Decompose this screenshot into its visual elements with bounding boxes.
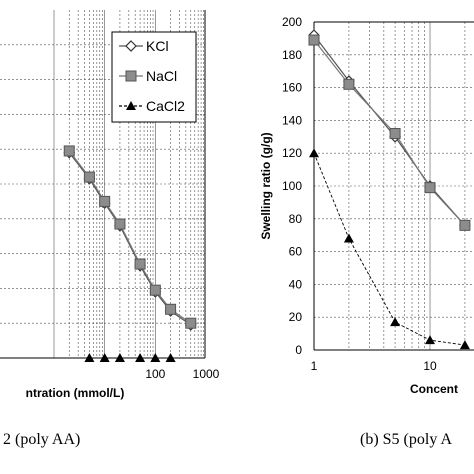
- point-NaCl-3: [424, 182, 436, 194]
- point-NaCl-2: [99, 195, 111, 207]
- series-NaCl: [308, 34, 471, 231]
- point-CaCl2-3: [425, 335, 435, 345]
- point-NaCl-3: [114, 218, 126, 230]
- series-line-CaCl2: [313, 153, 465, 346]
- x-tick-label-a: 1000: [193, 367, 220, 381]
- x-tick-label-a: 100: [145, 367, 165, 381]
- series-line-KCl: [313, 34, 466, 226]
- point-NaCl-7: [185, 317, 197, 329]
- point-NaCl-2: [389, 128, 401, 140]
- point-CaCl2-5: [165, 353, 176, 362]
- point-NaCl-5: [149, 284, 161, 296]
- panel-a-chart: 100 1000 ntration (mmol/L) 2 (poly AA) KCl Na…: [0, 10, 220, 448]
- legend-marker-CaCl2: [126, 101, 136, 110]
- legend-label-NaCl: NaCl: [146, 68, 177, 84]
- y-tick-label-b: 100: [282, 179, 302, 193]
- y-tick-label-b: 0: [295, 343, 302, 357]
- point-CaCl2-4: [150, 353, 161, 362]
- series-CaCl2: [309, 148, 470, 350]
- series-NaCl: [63, 145, 197, 329]
- point-CaCl2-0: [84, 353, 95, 362]
- legend-marker-NaCl: [125, 70, 137, 82]
- y-tick-label-b: 200: [282, 15, 302, 29]
- panel-b-chart: 0 20 40 60 80 100 120 140 160 180 200 1 10 Swelling r…: [259, 15, 474, 448]
- point-CaCl2-1: [343, 233, 354, 243]
- y-tick-label-b: 60: [289, 245, 303, 259]
- y-tick-label-b: 40: [289, 277, 303, 291]
- y-tick-label-b: 160: [282, 81, 302, 95]
- point-NaCl-0: [63, 145, 75, 157]
- y-tick-label-b: 140: [282, 113, 302, 127]
- point-NaCl-6: [165, 303, 177, 315]
- point-CaCl2-0: [309, 148, 319, 158]
- x-axis-title-b: Concent: [410, 382, 458, 396]
- point-CaCl2-2: [390, 317, 401, 327]
- point-NaCl-4: [134, 258, 146, 270]
- x-tick-label-b: 1: [311, 359, 318, 373]
- point-CaCl2-2: [114, 353, 125, 362]
- caption-a: 2 (poly AA): [3, 431, 80, 448]
- point-NaCl-1: [343, 78, 355, 90]
- point-CaCl2-4: [459, 340, 470, 350]
- legend-label-CaCl2: CaCl2: [146, 98, 185, 114]
- caption-b: (b) S5 (poly A: [360, 431, 452, 448]
- point-NaCl-1: [83, 171, 95, 183]
- point-NaCl-4: [459, 219, 471, 231]
- legend-a: KCl NaCl CaCl2: [111, 31, 197, 123]
- y-tick-label-b: 20: [289, 310, 303, 324]
- point-CaCl2-3: [135, 353, 146, 362]
- x-tick-label-b: 10: [423, 359, 437, 373]
- series-CaCl2: [84, 353, 176, 362]
- x-axis-title-a: ntration (mmol/L): [26, 386, 125, 400]
- y-tick-label-b: 180: [282, 48, 302, 62]
- point-NaCl-0: [308, 34, 320, 46]
- legend-marker-KCl: [125, 40, 137, 52]
- legend-label-KCl: KCl: [146, 38, 169, 54]
- series-line-NaCl: [313, 39, 466, 226]
- y-tick-label-b: 120: [282, 146, 302, 160]
- point-CaCl2-1: [99, 353, 110, 362]
- y-axis-title-b: Swelling ratio (g/g): [259, 132, 273, 239]
- y-tick-label-b: 80: [289, 212, 303, 226]
